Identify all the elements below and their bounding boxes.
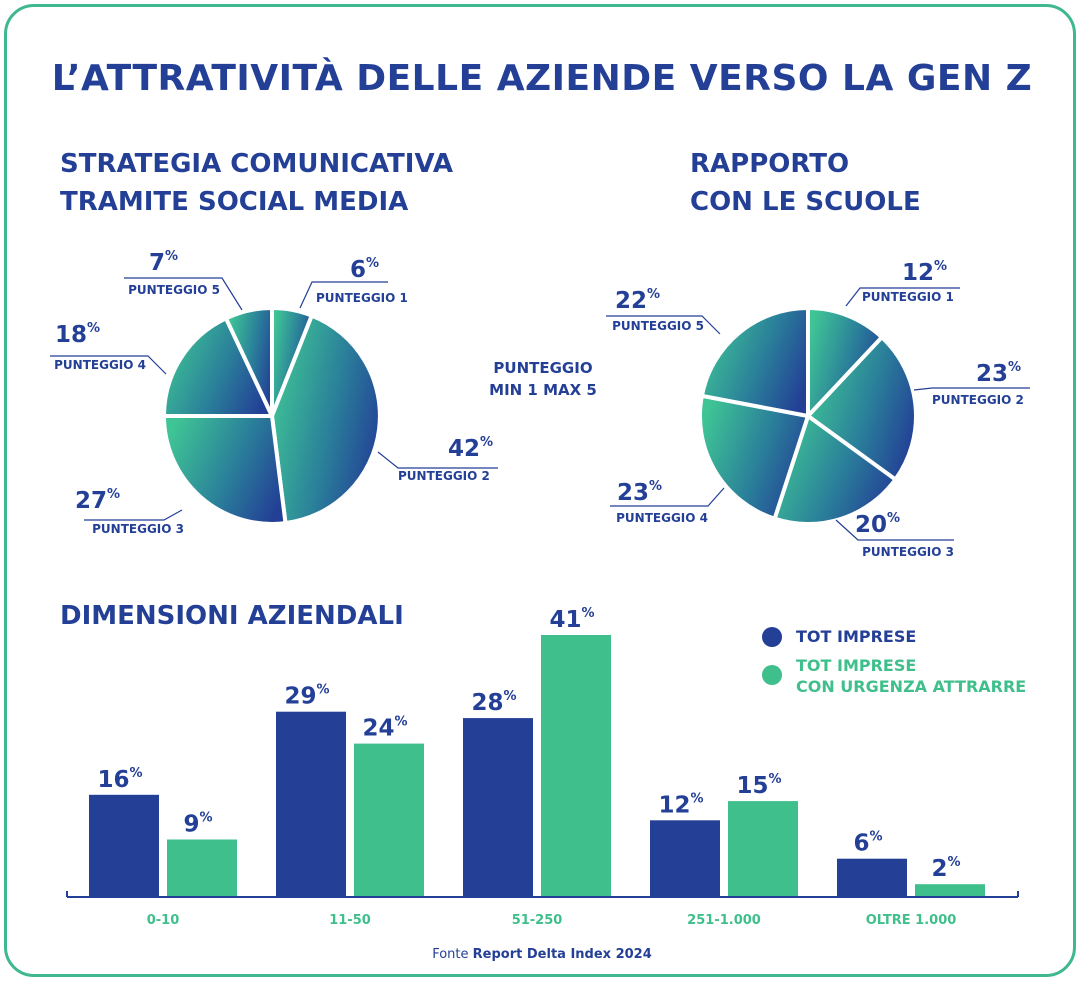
pie-slice-label: PUNTEGGIO 4 — [54, 358, 146, 372]
bar-urgenza-5 — [915, 884, 985, 897]
x-tick-label: 11-50 — [329, 913, 371, 928]
scale-note: PUNTEGGIO MIN 1 MAX 5 — [489, 359, 597, 399]
bar-urgenza-1 — [167, 839, 237, 897]
pie-value-label: 7% — [149, 249, 178, 276]
pie-value-label: 18% — [55, 321, 100, 348]
leader-line — [610, 487, 725, 507]
pie-slice-2 — [806, 335, 918, 482]
bar-value-label: 24% — [362, 715, 407, 742]
legend-swatch-green — [762, 665, 782, 685]
page-title: L’ATTRATIVITÀ DELLE AZIENDE VERSO LA GEN… — [51, 58, 1033, 99]
bar-value-label: 9% — [183, 810, 212, 837]
source-name: Report Delta Index 2024 — [472, 947, 652, 962]
legend-item-tot-imprese: TOT IMPRESE — [762, 626, 1026, 647]
pie-chart-scuole: 12% PUNTEGGIO 1 23% PUNTEGGIO 2 20% PUNTEGGIO… — [606, 259, 1030, 559]
leader-line — [50, 355, 167, 375]
leader-line — [377, 451, 498, 469]
legend-swatch-blue — [762, 626, 782, 647]
pie-value-label: 23% — [617, 479, 662, 506]
x-tick-label: 0-10 — [147, 913, 180, 928]
pie-value-label: 20% — [855, 511, 900, 538]
legend-item-urgenza: TOT IMPRESE CON URGENZA ATTRARRE — [762, 655, 1026, 697]
x-tick-label: 51-250 — [512, 913, 563, 928]
pie-value-label: 42% — [448, 435, 493, 462]
pie-chart-social: 6% PUNTEGGIO 1 42% PUNTEGGIO 2 27% PUNTEGGIO … — [50, 249, 498, 536]
pie-slice-label: PUNTEGGIO 3 — [862, 545, 954, 559]
pie-slice-label: PUNTEGGIO 4 — [616, 511, 708, 525]
pie-value-label: 12% — [902, 259, 947, 286]
pie-slice-label: PUNTEGGIO 5 — [128, 283, 220, 297]
pie-slice-4 — [698, 393, 810, 521]
bar-value-label: 16% — [97, 766, 142, 793]
pie-value-label: 23% — [976, 360, 1021, 387]
bar-urgenza-4 — [728, 801, 798, 897]
bar-tot-imprese-4 — [650, 820, 720, 897]
leader-line — [84, 509, 183, 521]
pie-slice-label: PUNTEGGIO 1 — [862, 290, 954, 304]
bar-tot-imprese-5 — [837, 858, 907, 897]
bar-tot-imprese-3 — [463, 718, 533, 897]
pie-slice-4 — [162, 316, 274, 418]
pie-slice-label: PUNTEGGIO 1 — [316, 291, 408, 305]
legend: TOT IMPRESE TOT IMPRESE CON URGENZA ATTR… — [762, 626, 1026, 697]
source-note: Fonte Report Delta Index 2024 — [0, 947, 1084, 962]
leader-line — [299, 281, 388, 309]
pie-value-label: 27% — [75, 487, 120, 514]
source-prefix: Fonte — [432, 947, 469, 962]
leader-line — [835, 519, 954, 541]
pie-value-label: 22% — [615, 287, 660, 314]
legend-label: TOT IMPRESE — [796, 627, 917, 646]
leader-line — [913, 387, 1030, 391]
card-frame — [4, 4, 1076, 977]
pie-slice-2 — [270, 313, 382, 526]
pie-slice-label: PUNTEGGIO 2 — [398, 469, 490, 483]
bar-value-label: 28% — [471, 689, 516, 716]
bar-chart-title: DIMENSIONI AZIENDALI — [60, 601, 404, 631]
pie-slice-3 — [772, 414, 898, 527]
pie-slice-label: PUNTEGGIO 5 — [612, 319, 704, 333]
legend-label: TOT IMPRESE CON URGENZA ATTRARRE — [796, 656, 1027, 696]
pie-value-label: 6% — [350, 256, 379, 283]
bar-value-label: 12% — [658, 791, 703, 818]
pie-slice-label: PUNTEGGIO 2 — [932, 393, 1024, 407]
bar-urgenza-2 — [354, 743, 424, 897]
x-tick-label: OLTRE 1.000 — [866, 913, 957, 928]
bar-value-label: 41% — [549, 606, 594, 633]
bar-value-label: 6% — [853, 830, 882, 857]
bar-tot-imprese-1 — [89, 794, 159, 897]
bar-value-label: 2% — [931, 855, 960, 882]
bar-value-label: 15% — [736, 772, 781, 799]
leader-line — [124, 277, 243, 311]
pie-slice-5 — [699, 306, 810, 418]
leader-line — [845, 287, 960, 307]
x-tick-label: 251-1.000 — [687, 913, 761, 928]
pie1-title: STRATEGIA COMUNICATIVA TRAMITE SOCIAL ME… — [60, 149, 453, 217]
bar-tot-imprese-2 — [276, 711, 346, 897]
pie-slice-1 — [806, 306, 884, 418]
bar-urgenza-3 — [541, 635, 611, 897]
pie-slice-5 — [224, 306, 274, 418]
pie2-title: RAPPORTO CON LE SCUOLE — [690, 149, 921, 217]
pie-slice-3 — [162, 414, 288, 526]
pie-slice-label: PUNTEGGIO 3 — [92, 522, 184, 536]
bar-chart-dimensioni: 16% 9% 0-10 29% 24% 11-50 28% 41% 51-250 12% 15% 25… — [66, 606, 1019, 928]
bar-value-label: 29% — [284, 683, 329, 710]
leader-line — [606, 315, 721, 335]
